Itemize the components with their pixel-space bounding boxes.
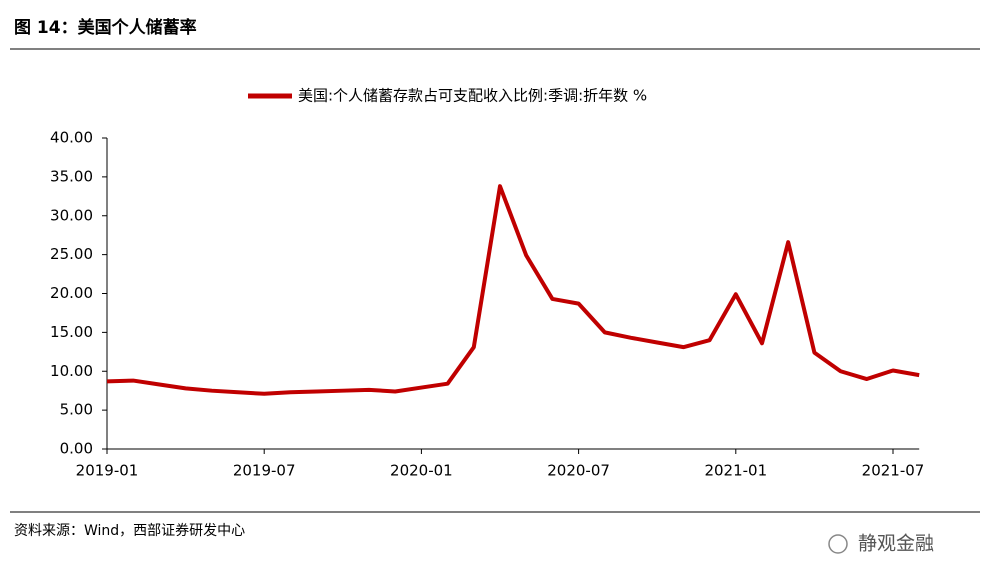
- series-line: [106, 184, 920, 396]
- footer-source: 资料来源：Wind，西部证券研发中心: [14, 523, 245, 539]
- y-tick-label: 0.00: [60, 440, 93, 458]
- y-tick-label: 5.00: [60, 401, 93, 419]
- y-tick-label: 10.00: [50, 362, 93, 380]
- watermark: 静观金融: [858, 533, 934, 555]
- x-tick-label: 2019-07: [233, 462, 296, 480]
- x-tick-label: 2020-07: [547, 462, 610, 480]
- x-tick-label: 2021-07: [862, 462, 925, 480]
- y-tick-label: 40.00: [50, 129, 93, 147]
- y-tick-label: 25.00: [50, 245, 93, 263]
- x-tick-label: 2020-01: [390, 462, 453, 480]
- y-tick-label: 20.00: [50, 284, 93, 302]
- watermark-icon: [828, 534, 848, 554]
- x-tick-label: 2019-01: [76, 462, 139, 480]
- legend-label: 美国:个人储蓄存款占可支配收入比例:季调:折年数 %: [298, 87, 647, 105]
- y-tick-label: 35.00: [50, 167, 93, 185]
- x-tick-label: 2021-01: [704, 462, 767, 480]
- y-tick-label: 30.00: [50, 206, 93, 224]
- y-tick-label: 15.00: [50, 323, 93, 341]
- header-title: 图 14：美国个人储蓄率: [14, 17, 197, 38]
